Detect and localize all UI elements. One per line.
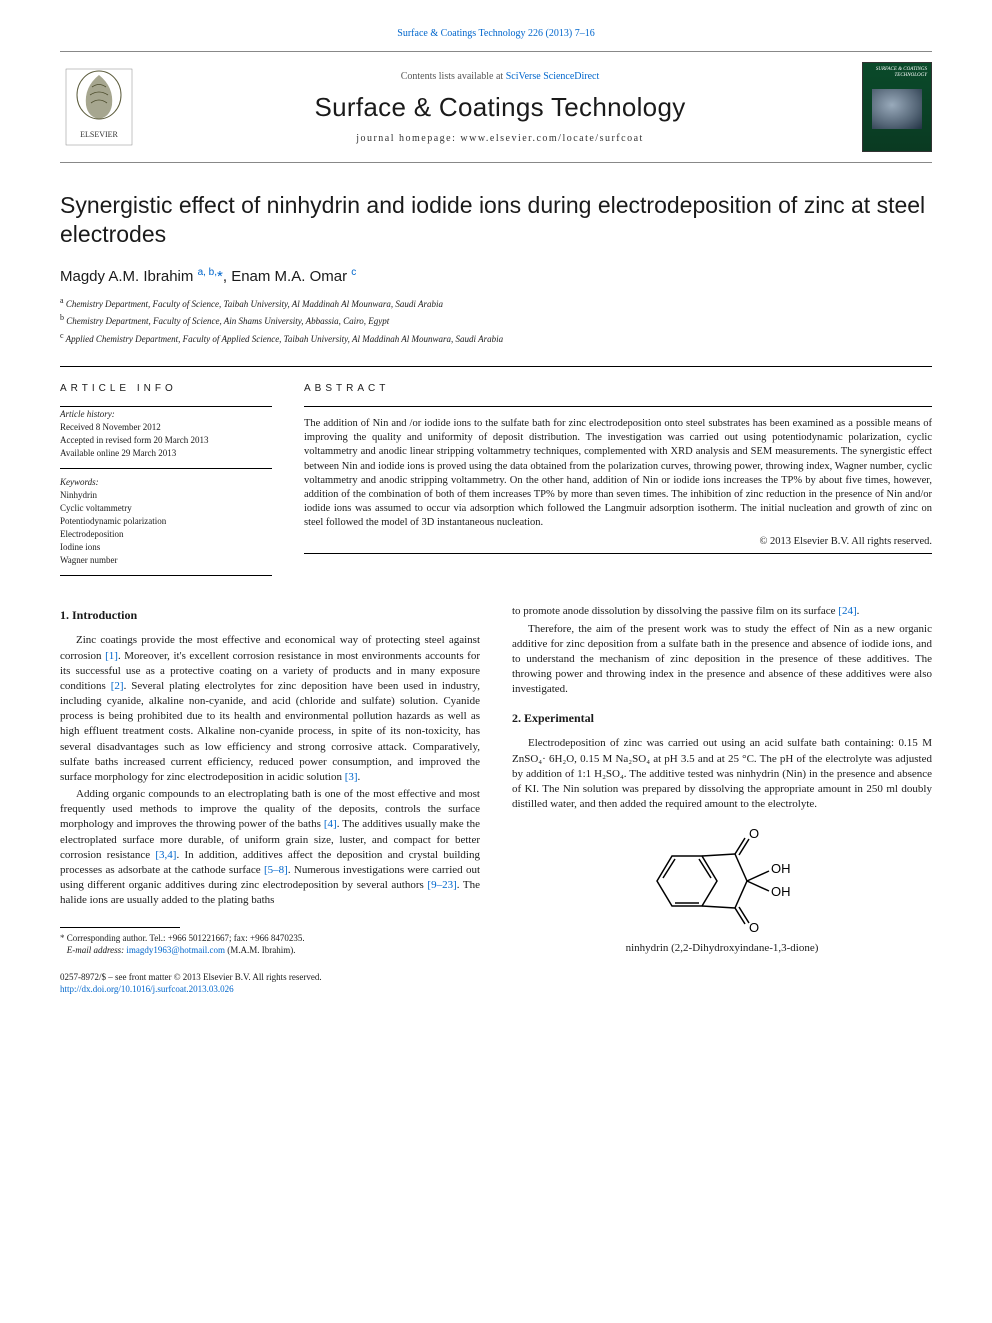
corresponding-footnote: * Corresponding author. Tel.: +966 50122… (60, 932, 480, 957)
contents-line: Contents lists available at SciVerse Sci… (158, 71, 842, 82)
doi-link[interactable]: http://dx.doi.org/10.1016/j.surfcoat.201… (60, 984, 234, 994)
email-link[interactable]: imagdy1963@hotmail.com (126, 945, 225, 955)
article-info-label: ARTICLE INFO (60, 383, 272, 394)
body-columns: 1. Introduction Zinc coatings provide th… (60, 604, 932, 995)
affiliations: a Chemistry Department, Faculty of Scien… (60, 295, 932, 347)
affiliation-a: a Chemistry Department, Faculty of Scien… (60, 295, 932, 312)
journal-cover-thumb: SURFACE & COATINGS TECHNOLOGY (862, 62, 932, 152)
article-title: Synergistic effect of ninhydrin and iodi… (60, 191, 932, 249)
ninhydrin-structure: O O OH OH ninhydrin (2,2-Dihydroxyindane… (512, 826, 932, 954)
journal-header: ELSEVIER Contents lists available at Sci… (60, 51, 932, 163)
affiliation-c: c Applied Chemistry Department, Faculty … (60, 330, 932, 347)
article-info-column: ARTICLE INFO Article history: Received 8… (60, 383, 272, 584)
intro-para-2: Adding organic compounds to an electropl… (60, 787, 480, 908)
body-col-left: 1. Introduction Zinc coatings provide th… (60, 604, 480, 995)
intro-heading: 1. Introduction (60, 608, 480, 623)
abstract-text: The addition of Nin and /or iodide ions … (304, 417, 932, 530)
col2-para-1: to promote anode dissolution by dissolvi… (512, 604, 932, 619)
sciencedirect-link[interactable]: SciVerse ScienceDirect (506, 71, 600, 82)
body-col-right: to promote anode dissolution by dissolvi… (512, 604, 932, 995)
abstract-copyright: © 2013 Elsevier B.V. All rights reserved… (304, 536, 932, 547)
journal-title: Surface & Coatings Technology (158, 92, 842, 123)
journal-homepage: journal homepage: www.elsevier.com/locat… (158, 133, 842, 144)
article-history: Received 8 November 2012Accepted in revi… (60, 421, 272, 460)
svg-text:ELSEVIER: ELSEVIER (80, 130, 118, 139)
divider (60, 366, 932, 367)
exp-para-1: Electrodeposition of zinc was carried ou… (512, 736, 932, 812)
keywords-label: Keywords: (60, 477, 272, 487)
chem-caption: ninhydrin (2,2-Dihydroxyindane-1,3-dione… (626, 942, 819, 954)
svg-text:O: O (749, 826, 759, 841)
affiliation-b: b Chemistry Department, Faculty of Scien… (60, 312, 932, 329)
svg-text:O: O (749, 920, 759, 935)
abstract-label: ABSTRACT (304, 383, 932, 394)
article-history-label: Article history: (60, 409, 272, 419)
authors: Magdy A.M. Ibrahim a, b,*, Enam M.A. Oma… (60, 267, 932, 285)
svg-text:OH: OH (771, 861, 791, 876)
svg-text:OH: OH (771, 884, 791, 899)
experimental-heading: 2. Experimental (512, 711, 932, 726)
keywords: NinhydrinCyclic voltammetryPotentiodynam… (60, 489, 272, 567)
intro-para-1: Zinc coatings provide the most effective… (60, 633, 480, 785)
header-center: Contents lists available at SciVerse Sci… (138, 71, 862, 144)
elsevier-logo: ELSEVIER (60, 63, 138, 151)
col2-para-2: Therefore, the aim of the present work w… (512, 622, 932, 698)
abstract-column: ABSTRACT The addition of Nin and /or iod… (304, 383, 932, 584)
footnote-rule (60, 927, 180, 928)
footer-block: 0257-8972/$ – see front matter © 2013 El… (60, 971, 480, 996)
top-citation: Surface & Coatings Technology 226 (2013)… (60, 28, 932, 39)
